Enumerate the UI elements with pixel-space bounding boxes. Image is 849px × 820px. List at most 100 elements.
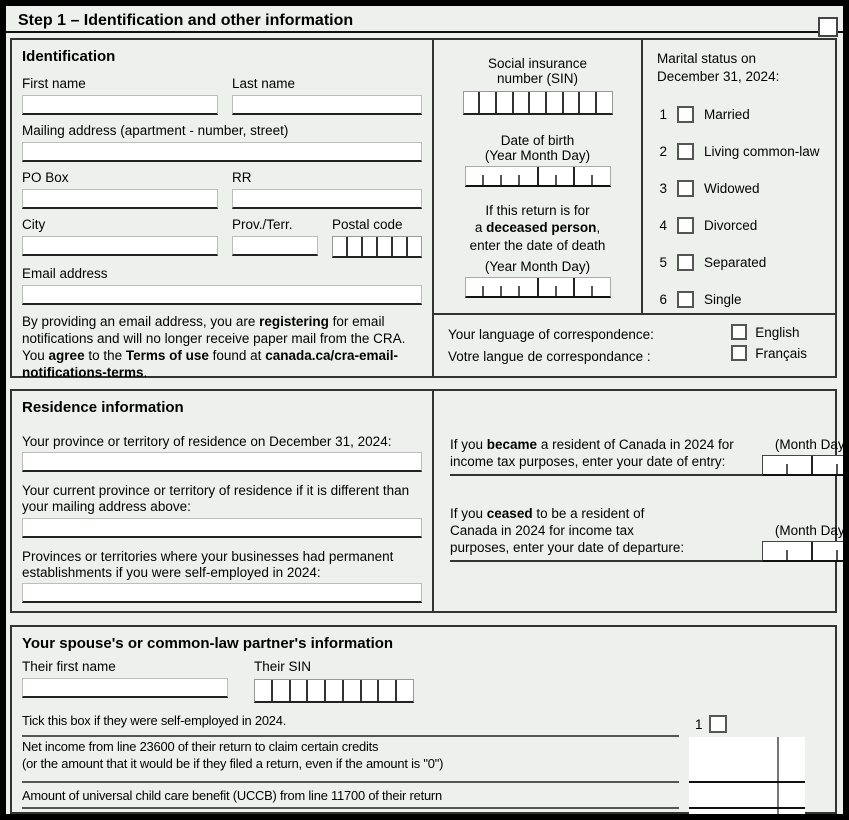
prov-terr-input[interactable]	[232, 236, 318, 256]
spouse-net-income-input[interactable]	[689, 737, 805, 783]
sin-label-line2: number (SIN)	[496, 71, 579, 86]
spouse-uccb-label: Amount of universal child care benefit (…	[22, 783, 679, 809]
rr-input[interactable]	[232, 189, 422, 209]
marital-heading-line2: December 31, 2024:	[657, 69, 780, 85]
francais-checkbox[interactable]	[731, 345, 748, 361]
deceased-line2-post: ,	[596, 220, 601, 236]
spouse-self-employed-label: Tick this box if they were self-employed…	[22, 711, 679, 737]
marital-option-single: 6 Single	[657, 291, 829, 309]
marital-option-common-law: 2 Living common-law	[657, 143, 829, 161]
residence-q2-input[interactable]	[22, 517, 422, 538]
marital-label: Single	[704, 292, 742, 308]
title-divider	[6, 31, 843, 33]
spouse-heading: Your spouse's or common-law partner's in…	[22, 635, 394, 652]
spouse-first-name-label: Their first name	[22, 659, 116, 674]
name-row: First name Last name	[22, 75, 422, 115]
widowed-checkbox[interactable]	[677, 180, 694, 198]
city-label: City	[22, 217, 46, 232]
city-prov-postal-row: City Prov./Terr. Postal code	[22, 216, 422, 258]
city-input[interactable]	[22, 236, 218, 256]
spouse-self-employed-checkbox[interactable]	[708, 715, 727, 733]
residence-q1-input[interactable]	[22, 452, 422, 473]
marital-option-widowed: 3 Widowed	[657, 180, 829, 198]
note-text-bold: registering	[259, 314, 329, 329]
po-box-input[interactable]	[22, 189, 218, 209]
deceased-line2: a deceased person,	[434, 219, 641, 236]
identification-heading: Identification	[22, 48, 116, 65]
departure-date-group: (Month Day)	[762, 522, 849, 562]
date-of-entry-text: If you became a resident of Canada in 20…	[450, 437, 762, 476]
spouse-detail-rows: Tick this box if they were self-employed…	[12, 703, 835, 814]
death-date-format-label: (Year Month Day)	[484, 258, 591, 274]
email-input[interactable]	[22, 285, 422, 305]
language-label-en: Your language of correspondence:	[448, 327, 654, 342]
spouse-uccb-repay-input[interactable]	[689, 809, 805, 814]
deceased-line2-pre: a	[474, 220, 487, 236]
married-checkbox[interactable]	[677, 106, 694, 124]
spouse-sin-input[interactable]	[254, 679, 414, 703]
spouse-tick-num: 1	[695, 716, 703, 732]
note-text: for email notifications and will no long…	[22, 314, 406, 363]
deceased-line2-bold: deceased person	[486, 220, 597, 236]
note-text: .	[143, 365, 148, 380]
language-labels: Your language of correspondence: Votre l…	[448, 324, 654, 376]
spouse-uccb-repay-label: Amount of UCCB repayment from line 21300…	[22, 809, 679, 814]
dob-input[interactable]	[464, 166, 611, 187]
common-law-checkbox[interactable]	[677, 143, 694, 161]
postal-code-input[interactable]	[332, 236, 422, 258]
mailing-address-group: Mailing address (apartment - number, str…	[22, 122, 422, 162]
residence-q2-group: Your current province or territory of re…	[22, 483, 422, 538]
mailing-address-input[interactable]	[22, 142, 422, 162]
language-label-fr: Votre langue de correspondance :	[448, 348, 651, 364]
first-name-input[interactable]	[22, 95, 218, 115]
sin-input[interactable]	[462, 91, 613, 115]
marital-label: Widowed	[704, 181, 760, 197]
departure-date-format-label: (Month Day)	[774, 522, 849, 538]
entry-date-format-label: (Month Day)	[774, 437, 849, 452]
entry-text-bold: became	[486, 437, 538, 453]
sin-label-line1: Social insurance	[487, 56, 588, 71]
deceased-line1: If this return is for	[485, 203, 590, 218]
entry-text-pre: If you	[450, 437, 487, 453]
single-checkbox[interactable]	[677, 291, 694, 309]
note-text-bold: Terms of use	[125, 348, 209, 363]
marital-status-column: Marital status on December 31, 2024: 1 M…	[643, 40, 835, 313]
email-label: Email address	[22, 266, 108, 281]
english-checkbox[interactable]	[731, 324, 748, 340]
departure-text-bold: ceased	[486, 506, 533, 521]
marital-num: 3	[659, 181, 667, 197]
last-name-label: Last name	[232, 76, 296, 91]
spouse-uccb-input[interactable]	[689, 783, 805, 809]
spouse-sin-label: Their SIN	[254, 659, 312, 674]
separated-checkbox[interactable]	[677, 254, 694, 272]
note-text-bold: agree	[48, 348, 85, 363]
email-group: Email address	[22, 265, 422, 305]
francais-label: Français	[755, 345, 807, 361]
residence-left-column: Residence information Your province or t…	[12, 391, 434, 611]
prov-terr-label: Prov./Terr.	[232, 217, 293, 232]
marital-option-married: 1 Married	[657, 106, 829, 124]
last-name-input[interactable]	[232, 95, 422, 115]
entry-date-input[interactable]	[762, 455, 843, 476]
marital-label: Divorced	[704, 218, 758, 234]
pobox-rr-row: PO Box RR	[22, 169, 422, 209]
divorced-checkbox[interactable]	[677, 217, 694, 235]
net-income-line2: (or the amount that it would be if they …	[22, 755, 444, 771]
marital-num: 2	[659, 144, 667, 160]
identification-left-column: Identification First name Last name Mail…	[12, 40, 434, 380]
mailing-address-label: Mailing address (apartment - number, str…	[22, 123, 289, 138]
marital-num: 4	[659, 218, 667, 234]
header-corner-box	[818, 17, 838, 37]
departure-text-pre: If you	[450, 506, 487, 521]
marital-num: 6	[659, 292, 667, 308]
residence-q3-input[interactable]	[22, 582, 422, 603]
email-registration-note: By providing an email address, you are r…	[22, 313, 422, 381]
departure-date-input[interactable]	[762, 540, 843, 562]
language-option-english: English	[731, 324, 807, 340]
terms-url: canada.ca/cra-email-notifications-terms	[22, 348, 399, 380]
note-text: found at	[208, 348, 266, 363]
death-date-input[interactable]	[464, 276, 611, 298]
deceased-note: If this return is for a deceased person,…	[434, 202, 641, 254]
spouse-first-name-input[interactable]	[22, 678, 228, 698]
residence-section: Residence information Your province or t…	[10, 389, 843, 613]
